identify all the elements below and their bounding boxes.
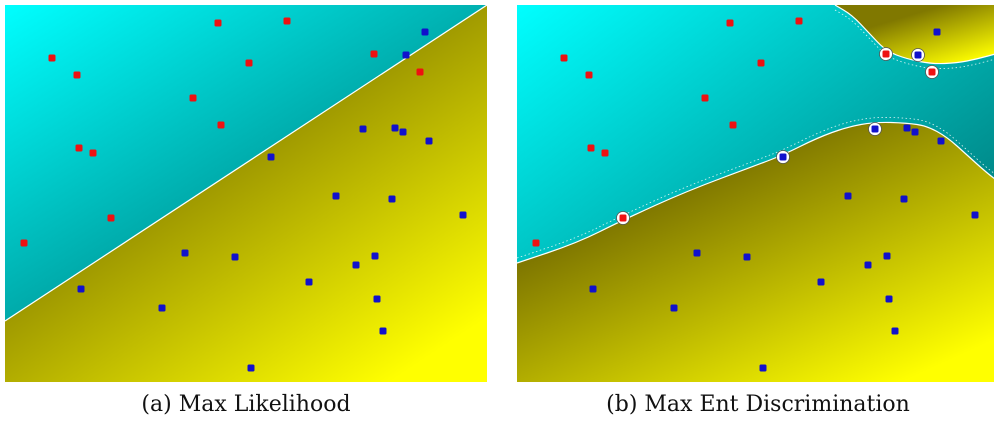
point-blue-5 [425,137,433,145]
point-red-10 [532,239,540,247]
point-blue-7 [332,192,340,200]
point-blue-0 [421,28,429,36]
point-blue-15 [589,285,597,293]
point-blue-12 [371,252,379,260]
point-red-6 [217,121,225,129]
point-blue-12 [883,252,891,260]
point-blue-16 [885,295,893,303]
caption-max-ent-discrimination: (b) Max Ent Discrimination [606,392,910,417]
point-red-5 [701,94,709,102]
decision-boundary-upper [834,5,994,65]
point-blue-6 [267,153,275,161]
point-blue-11 [743,253,751,261]
point-red-0 [48,54,56,62]
point-red-6 [729,121,737,129]
point-blue-1 [914,51,922,59]
point-blue-7 [844,192,852,200]
data-points-a [20,17,467,372]
point-red-3 [795,17,803,25]
point-blue-19 [247,364,255,372]
region-blue-lower [517,122,994,382]
point-blue-6 [779,153,787,161]
point-blue-14 [305,278,313,286]
point-red-11 [370,50,378,58]
point-red-1 [585,71,593,79]
point-red-12 [928,68,936,76]
point-blue-3 [903,124,911,132]
point-blue-17 [158,304,166,312]
point-blue-8 [900,195,908,203]
data-points-b [532,17,979,372]
panel-max-ent-discrimination [517,5,994,382]
point-blue-4 [911,128,919,136]
point-blue-13 [352,261,360,269]
point-red-7 [75,144,83,152]
point-blue-14 [817,278,825,286]
point-blue-16 [373,295,381,303]
point-red-2 [726,19,734,27]
point-blue-15 [77,285,85,293]
point-blue-2 [871,125,879,133]
point-blue-1 [402,51,410,59]
point-blue-9 [971,211,979,219]
point-red-9 [107,214,115,222]
margin-lower [517,117,994,259]
point-blue-0 [933,28,941,36]
point-blue-10 [693,249,701,257]
point-blue-3 [391,124,399,132]
point-blue-18 [891,327,899,335]
point-red-8 [89,149,97,157]
point-blue-5 [937,137,945,145]
point-blue-13 [864,261,872,269]
point-red-5 [189,94,197,102]
point-red-8 [601,149,609,157]
region-blue-upper [835,5,994,64]
point-red-1 [73,71,81,79]
point-blue-19 [759,364,767,372]
point-blue-11 [231,253,239,261]
point-blue-8 [388,195,396,203]
plot-max-ent-discrimination [517,5,994,382]
point-blue-18 [379,327,387,335]
point-red-3 [283,17,291,25]
point-red-7 [587,144,595,152]
point-blue-2 [359,125,367,133]
decision-boundary-lower [517,121,994,264]
panel-max-likelihood [5,5,487,382]
point-red-10 [20,239,28,247]
point-red-11 [882,50,890,58]
caption-max-likelihood: (a) Max Likelihood [141,392,351,417]
point-red-2 [214,19,222,27]
point-red-9 [619,214,627,222]
point-red-4 [757,59,765,67]
point-blue-4 [399,128,407,136]
point-red-4 [245,59,253,67]
point-red-12 [416,68,424,76]
point-blue-17 [670,304,678,312]
point-blue-10 [181,249,189,257]
point-red-0 [560,54,568,62]
point-blue-9 [459,211,467,219]
plot-max-likelihood [5,5,487,382]
